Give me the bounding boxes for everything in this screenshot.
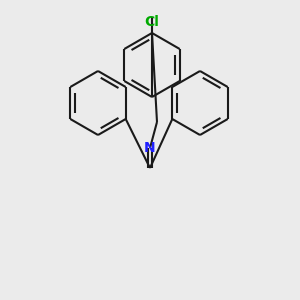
Text: Cl: Cl <box>145 15 159 29</box>
Text: N: N <box>144 141 156 155</box>
